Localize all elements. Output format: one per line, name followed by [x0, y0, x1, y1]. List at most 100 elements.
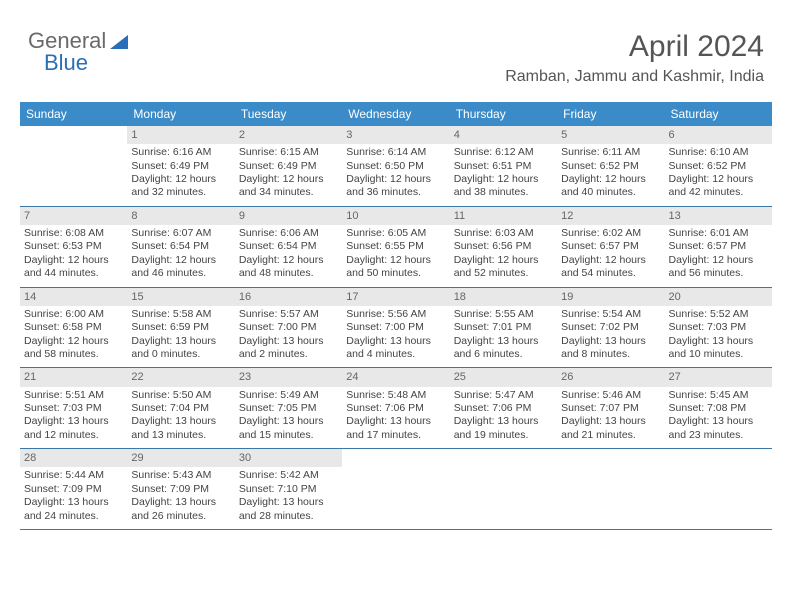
sunrise-text: Sunrise: 6:03 AM — [454, 227, 553, 240]
daylight-text: Daylight: 12 hours — [24, 335, 123, 348]
daylight-text: Daylight: 12 hours — [454, 173, 553, 186]
daylight-text: and 15 minutes. — [239, 429, 338, 442]
daylight-text: and 52 minutes. — [454, 267, 553, 280]
sunset-text: Sunset: 6:49 PM — [131, 160, 230, 173]
day-number: 29 — [127, 449, 234, 467]
sunset-text: Sunset: 7:06 PM — [454, 402, 553, 415]
daylight-text: Daylight: 12 hours — [131, 254, 230, 267]
day-cell: 2Sunrise: 6:15 AMSunset: 6:49 PMDaylight… — [235, 126, 342, 206]
daylight-text: and 6 minutes. — [454, 348, 553, 361]
day-cell: 29Sunrise: 5:43 AMSunset: 7:09 PMDayligh… — [127, 449, 234, 529]
sunrise-text: Sunrise: 5:50 AM — [131, 389, 230, 402]
sunset-text: Sunset: 7:04 PM — [131, 402, 230, 415]
week-row: 21Sunrise: 5:51 AMSunset: 7:03 PMDayligh… — [20, 368, 772, 449]
sunrise-text: Sunrise: 6:07 AM — [131, 227, 230, 240]
day-cell — [342, 449, 449, 529]
day-cell: 20Sunrise: 5:52 AMSunset: 7:03 PMDayligh… — [665, 288, 772, 368]
day-number: 16 — [235, 288, 342, 306]
day-cell — [665, 449, 772, 529]
sunrise-text: Sunrise: 6:15 AM — [239, 146, 338, 159]
sunset-text: Sunset: 7:00 PM — [239, 321, 338, 334]
day-number: 23 — [235, 368, 342, 386]
sunset-text: Sunset: 6:58 PM — [24, 321, 123, 334]
daylight-text: Daylight: 13 hours — [239, 496, 338, 509]
daylight-text: and 4 minutes. — [346, 348, 445, 361]
daylight-text: Daylight: 13 hours — [131, 496, 230, 509]
week-row: 1Sunrise: 6:16 AMSunset: 6:49 PMDaylight… — [20, 126, 772, 207]
daylight-text: Daylight: 13 hours — [454, 415, 553, 428]
day-cell: 15Sunrise: 5:58 AMSunset: 6:59 PMDayligh… — [127, 288, 234, 368]
day-number: 11 — [450, 207, 557, 225]
daylight-text: Daylight: 12 hours — [239, 173, 338, 186]
daylight-text: Daylight: 12 hours — [131, 173, 230, 186]
sunset-text: Sunset: 7:01 PM — [454, 321, 553, 334]
title-block: April 2024 Ramban, Jammu and Kashmir, In… — [505, 30, 764, 86]
day-cell: 28Sunrise: 5:44 AMSunset: 7:09 PMDayligh… — [20, 449, 127, 529]
daylight-text: Daylight: 12 hours — [669, 173, 768, 186]
day-cell: 25Sunrise: 5:47 AMSunset: 7:06 PMDayligh… — [450, 368, 557, 448]
sunrise-text: Sunrise: 6:06 AM — [239, 227, 338, 240]
sunset-text: Sunset: 6:54 PM — [131, 240, 230, 253]
daylight-text: and 26 minutes. — [131, 510, 230, 523]
sunset-text: Sunset: 7:08 PM — [669, 402, 768, 415]
daylight-text: Daylight: 12 hours — [24, 254, 123, 267]
sunrise-text: Sunrise: 6:11 AM — [561, 146, 660, 159]
day-cell: 5Sunrise: 6:11 AMSunset: 6:52 PMDaylight… — [557, 126, 664, 206]
daylight-text: and 23 minutes. — [669, 429, 768, 442]
day-cell: 12Sunrise: 6:02 AMSunset: 6:57 PMDayligh… — [557, 207, 664, 287]
daylight-text: and 19 minutes. — [454, 429, 553, 442]
daylight-text: and 24 minutes. — [24, 510, 123, 523]
day-number: 27 — [665, 368, 772, 386]
day-number: 1 — [127, 126, 234, 144]
sunset-text: Sunset: 7:09 PM — [24, 483, 123, 496]
weekday-header-row: SundayMondayTuesdayWednesdayThursdayFrid… — [20, 102, 772, 126]
sunset-text: Sunset: 7:07 PM — [561, 402, 660, 415]
day-cell: 19Sunrise: 5:54 AMSunset: 7:02 PMDayligh… — [557, 288, 664, 368]
sunrise-text: Sunrise: 5:51 AM — [24, 389, 123, 402]
daylight-text: Daylight: 13 hours — [561, 335, 660, 348]
sunset-text: Sunset: 7:03 PM — [669, 321, 768, 334]
daylight-text: Daylight: 13 hours — [669, 335, 768, 348]
weekday-header: Wednesday — [342, 102, 449, 126]
daylight-text: and 36 minutes. — [346, 186, 445, 199]
day-cell: 26Sunrise: 5:46 AMSunset: 7:07 PMDayligh… — [557, 368, 664, 448]
daylight-text: and 42 minutes. — [669, 186, 768, 199]
week-row: 28Sunrise: 5:44 AMSunset: 7:09 PMDayligh… — [20, 449, 772, 530]
daylight-text: Daylight: 12 hours — [346, 254, 445, 267]
day-cell: 10Sunrise: 6:05 AMSunset: 6:55 PMDayligh… — [342, 207, 449, 287]
day-number: 28 — [20, 449, 127, 467]
sunset-text: Sunset: 7:06 PM — [346, 402, 445, 415]
daylight-text: and 10 minutes. — [669, 348, 768, 361]
sunset-text: Sunset: 6:52 PM — [561, 160, 660, 173]
weekday-header: Tuesday — [235, 102, 342, 126]
daylight-text: Daylight: 12 hours — [561, 254, 660, 267]
day-cell: 27Sunrise: 5:45 AMSunset: 7:08 PMDayligh… — [665, 368, 772, 448]
daylight-text: and 0 minutes. — [131, 348, 230, 361]
daylight-text: Daylight: 12 hours — [454, 254, 553, 267]
day-number: 12 — [557, 207, 664, 225]
daylight-text: and 8 minutes. — [561, 348, 660, 361]
sunset-text: Sunset: 7:03 PM — [24, 402, 123, 415]
day-number: 18 — [450, 288, 557, 306]
day-number: 24 — [342, 368, 449, 386]
sunrise-text: Sunrise: 5:48 AM — [346, 389, 445, 402]
day-cell: 30Sunrise: 5:42 AMSunset: 7:10 PMDayligh… — [235, 449, 342, 529]
day-number: 8 — [127, 207, 234, 225]
daylight-text: and 44 minutes. — [24, 267, 123, 280]
day-number: 14 — [20, 288, 127, 306]
daylight-text: and 34 minutes. — [239, 186, 338, 199]
day-cell: 3Sunrise: 6:14 AMSunset: 6:50 PMDaylight… — [342, 126, 449, 206]
daylight-text: and 21 minutes. — [561, 429, 660, 442]
sunrise-text: Sunrise: 6:00 AM — [24, 308, 123, 321]
sunrise-text: Sunrise: 5:47 AM — [454, 389, 553, 402]
daylight-text: Daylight: 12 hours — [346, 173, 445, 186]
daylight-text: Daylight: 13 hours — [131, 415, 230, 428]
sunset-text: Sunset: 6:54 PM — [239, 240, 338, 253]
sunset-text: Sunset: 6:52 PM — [669, 160, 768, 173]
day-number: 6 — [665, 126, 772, 144]
daylight-text: and 48 minutes. — [239, 267, 338, 280]
day-cell: 24Sunrise: 5:48 AMSunset: 7:06 PMDayligh… — [342, 368, 449, 448]
sunrise-text: Sunrise: 5:58 AM — [131, 308, 230, 321]
daylight-text: Daylight: 13 hours — [454, 335, 553, 348]
day-cell: 9Sunrise: 6:06 AMSunset: 6:54 PMDaylight… — [235, 207, 342, 287]
